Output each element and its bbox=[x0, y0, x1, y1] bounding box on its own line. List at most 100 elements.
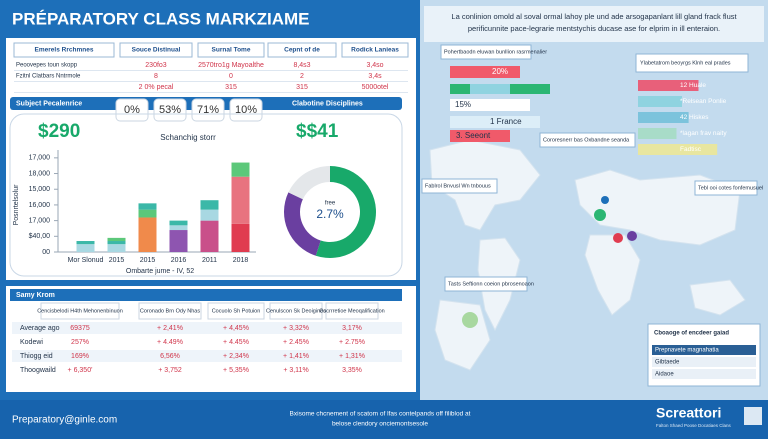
bar-segment bbox=[231, 223, 250, 252]
highlight bbox=[627, 231, 637, 241]
percent-pill bbox=[153, 98, 187, 122]
callout-box bbox=[635, 53, 749, 73]
col-header: Cencisbelodi H4th Mehonenbinuon bbox=[37, 308, 123, 314]
donut-segment bbox=[284, 192, 321, 256]
percent: 53% bbox=[159, 104, 181, 116]
col-header: Surnal Tome bbox=[212, 47, 251, 54]
y-tick-label: 17,000 bbox=[29, 217, 51, 224]
percent: 0% bbox=[124, 104, 140, 116]
header-cell bbox=[197, 42, 265, 58]
big-number: $$41 bbox=[296, 121, 339, 142]
cell: + 2.45% bbox=[283, 339, 309, 346]
cell: 2570tro1g Mayoalthe bbox=[198, 62, 264, 69]
donut-segment bbox=[315, 166, 376, 258]
callout: 3. Seeont bbox=[456, 131, 491, 140]
col-header: Cepnt of de bbox=[284, 47, 320, 54]
cell: 230fo3 bbox=[145, 62, 167, 69]
cell: 3,17% bbox=[342, 325, 362, 332]
intro: perificunnite pace-legrarie mentstychis … bbox=[468, 24, 720, 33]
y-tick-label: 00 bbox=[42, 249, 50, 256]
highlight bbox=[594, 209, 606, 221]
callout: 1 France bbox=[490, 117, 522, 126]
cell: 315 bbox=[225, 84, 237, 91]
cell: + 4.49% bbox=[157, 339, 183, 346]
map-bar bbox=[638, 112, 689, 123]
header-cell bbox=[119, 42, 193, 58]
map-bar bbox=[638, 96, 682, 107]
cell: 5000otel bbox=[362, 84, 389, 91]
callout: Pohertbaodn eluwan bunllion rasrmenalier bbox=[444, 49, 547, 55]
bar-segment bbox=[107, 244, 126, 252]
row-label: Thoogwaild bbox=[20, 367, 56, 374]
row-label: Average ago bbox=[20, 325, 60, 332]
row-bg bbox=[12, 322, 402, 334]
highlight bbox=[613, 233, 623, 243]
bar-label: 42 Hiskes bbox=[680, 114, 709, 121]
cell: 8,4s3 bbox=[293, 62, 310, 69]
header-cell bbox=[138, 302, 202, 320]
cell: 3,4so bbox=[366, 62, 383, 69]
header-cell bbox=[341, 42, 409, 58]
table-title-bar bbox=[10, 289, 402, 301]
callout: 15% bbox=[455, 100, 471, 109]
y-tick-label: 15,000 bbox=[29, 186, 51, 193]
col-header: Cenulscon Sk Deoigines bbox=[266, 308, 326, 314]
y-tick-label: 18,000 bbox=[29, 170, 51, 177]
col-header: Souce Distinual bbox=[132, 47, 181, 54]
bar-label: 12 Huale bbox=[680, 82, 706, 89]
map-boxes bbox=[450, 66, 550, 142]
percent: 10% bbox=[235, 104, 257, 116]
box bbox=[450, 116, 540, 128]
bar-segment bbox=[200, 200, 219, 210]
map-bar bbox=[638, 144, 718, 155]
bar-segment bbox=[107, 237, 126, 242]
cell: 3,35% bbox=[342, 367, 362, 374]
row-bg bbox=[12, 336, 402, 348]
callout: Fablrol Bnvusl Wn tnbouus bbox=[425, 183, 491, 189]
callout-box bbox=[539, 132, 636, 148]
x-tick-label: 2015 bbox=[140, 257, 156, 264]
bar-label: *Relsean Ponlie bbox=[680, 98, 727, 105]
box bbox=[470, 84, 510, 94]
col-header: Rodick Lanieas bbox=[351, 47, 399, 54]
intro-box bbox=[424, 6, 764, 42]
brand-icon bbox=[744, 407, 762, 425]
callout: 20% bbox=[492, 67, 508, 76]
cell: + 3,11% bbox=[283, 367, 308, 374]
legend-row bbox=[652, 357, 756, 367]
bar-segment bbox=[138, 217, 157, 252]
legend-row: Aidaoe bbox=[655, 372, 674, 378]
bar-label: *lagan frav naity bbox=[680, 130, 727, 137]
y-tick-label: 17,000 bbox=[29, 155, 51, 162]
legend-title: Cboaoge of encdeer gaiad bbox=[654, 331, 729, 337]
cell: + 3,32% bbox=[283, 325, 309, 332]
legend-row: Gibtaede bbox=[655, 360, 680, 366]
cell: + 1,31% bbox=[339, 353, 365, 360]
y-tick-label: $40,00 bbox=[29, 233, 51, 240]
map-bar bbox=[638, 128, 677, 139]
cell: + 3,752 bbox=[158, 367, 182, 374]
cell: + 4.45% bbox=[223, 339, 249, 346]
tagline: Falton Shaed Poose Docatiaes Clans bbox=[656, 423, 732, 428]
cell: + 1,41% bbox=[283, 353, 309, 360]
bar-segment bbox=[76, 244, 95, 252]
header-cell bbox=[325, 302, 379, 320]
x-tick-label: Mor Slonud bbox=[68, 257, 104, 264]
big-number: $290 bbox=[38, 121, 80, 142]
col-header: Cocuolo Sh Potuion bbox=[212, 308, 261, 314]
legend-row bbox=[652, 369, 756, 379]
bar-segment bbox=[169, 220, 188, 226]
header-cell bbox=[207, 302, 265, 320]
cell: 169% bbox=[71, 353, 89, 360]
row-bg bbox=[12, 364, 402, 376]
donut-label: free bbox=[325, 201, 336, 207]
brand: Screattori bbox=[656, 405, 721, 421]
x-tick-label: 2016 bbox=[171, 257, 187, 264]
cell: 8 bbox=[154, 73, 158, 80]
bars-title: Ylabetatrom beoyrgs Klnh eal prades bbox=[640, 60, 731, 66]
section-label: Clabotine Disciplines bbox=[292, 100, 363, 107]
percent-pill bbox=[191, 98, 225, 122]
cell: + 6,350' bbox=[68, 367, 93, 374]
cell: + 2,34% bbox=[223, 353, 249, 360]
